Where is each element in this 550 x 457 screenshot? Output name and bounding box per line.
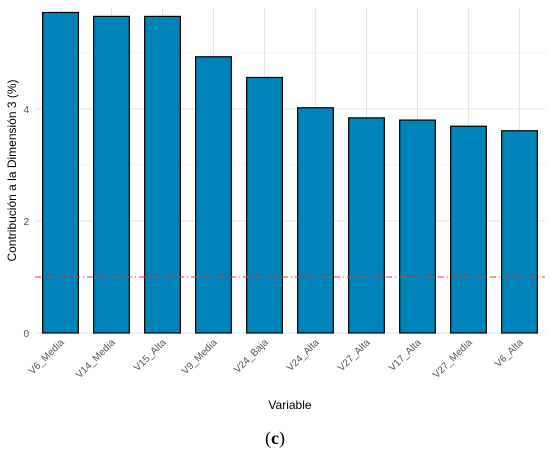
x-tick-labels: V6_Media V14_Media V15_Alta V9_Media V24_Baj…: [27, 337, 526, 381]
bar-V15_Alta: [144, 15, 181, 334]
y-axis-label: Contribución a la Dimensión 3 (%): [5, 79, 19, 261]
bar-V14_Media: [93, 15, 130, 334]
x-tick-label: V17_Alta: [387, 337, 424, 374]
y-tick-label: 4: [23, 105, 29, 116]
x-tick-label: V6_Media: [27, 337, 67, 377]
bar-V24_Baja: [246, 76, 283, 334]
caption-suffix: ): [279, 428, 285, 448]
bar-V27_Media: [450, 125, 487, 334]
x-tick-label: V24_Baja: [232, 337, 271, 376]
bar-V6_Media: [42, 11, 79, 334]
x-tick-label: V27_Media: [431, 337, 475, 381]
figure-caption: (c): [0, 428, 550, 449]
x-tick-label: V24_Alta: [285, 337, 322, 374]
bar-V9_Media: [195, 56, 232, 334]
bars: [42, 11, 538, 334]
bar-V24_Alta: [297, 107, 334, 334]
y-tick-label: 0: [23, 329, 29, 340]
x-tick-label: V15_Alta: [132, 337, 169, 374]
bar-V6_Alta: [501, 130, 538, 334]
x-tick-label: V6_Alta: [493, 337, 526, 370]
y-tick-labels: 0 2 4: [23, 105, 29, 340]
x-tick-label: V9_Media: [180, 337, 220, 377]
y-tick-label: 2: [23, 217, 29, 228]
caption-letter: c: [271, 428, 279, 448]
bar-V17_Alta: [399, 119, 436, 334]
x-axis-label: Variable: [268, 398, 311, 412]
caption-prefix: (: [265, 428, 271, 448]
x-tick-label: V14_Media: [74, 337, 118, 381]
x-tick-label: V27_Alta: [336, 337, 373, 374]
bar-V27_Alta: [348, 117, 385, 334]
